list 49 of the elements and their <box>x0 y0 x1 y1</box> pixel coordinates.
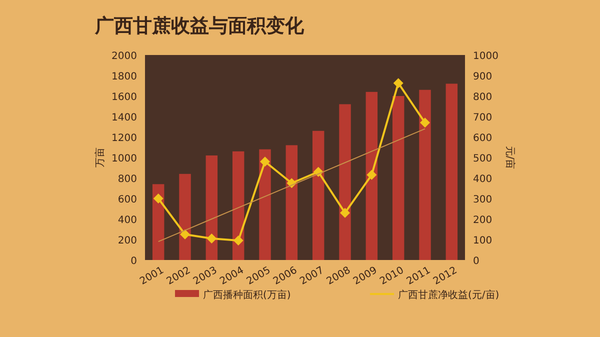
bar <box>179 174 191 260</box>
bar <box>259 149 271 260</box>
point <box>340 208 350 218</box>
point <box>366 170 377 180</box>
y2-tick-label: 700 <box>473 112 492 124</box>
y-tick-label: 2000 <box>112 51 137 62</box>
bar <box>366 92 378 260</box>
y-tick-label: 600 <box>118 194 137 206</box>
bar <box>446 84 458 260</box>
y2-tick-label: 1000 <box>473 51 498 62</box>
point <box>153 194 164 204</box>
bar <box>419 90 431 260</box>
y2-tick-label: 500 <box>473 154 492 164</box>
y2-tick-label: 200 <box>473 215 492 226</box>
point <box>233 236 244 246</box>
y-tick-label: 800 <box>118 174 137 185</box>
y-tick-label: 1800 <box>112 72 137 82</box>
y-tick-label: 0 <box>130 256 137 267</box>
point <box>180 229 190 240</box>
point <box>206 233 217 244</box>
bar <box>152 184 164 260</box>
point <box>260 156 270 167</box>
y-tick-label: 1000 <box>112 154 137 164</box>
chart-title: 广西甘蔗收益与面积变化 <box>94 15 305 37</box>
point <box>393 78 404 88</box>
y2-tick-label: 0 <box>473 256 480 267</box>
y-tick-label: 200 <box>118 236 137 246</box>
bar <box>392 96 404 260</box>
legend-label: 广西甘蔗净收益(元/亩) <box>398 289 500 301</box>
y-tick-label: 1200 <box>112 133 137 144</box>
bar <box>206 155 218 260</box>
y2-tick-label: 600 <box>473 133 492 144</box>
y2-tick-label: 400 <box>473 174 492 185</box>
bar <box>312 130 324 260</box>
y-tick-label: 1400 <box>112 112 137 124</box>
legend-label: 广西播种面积(万亩) <box>203 289 291 301</box>
y2-tick-label: 300 <box>473 194 492 206</box>
y2-tick-label: 900 <box>473 72 492 82</box>
y-axis-title: 万亩 <box>94 148 106 168</box>
y-tick-label: 400 <box>118 215 137 226</box>
bar <box>232 151 244 260</box>
y-tick-label: 1600 <box>112 92 137 103</box>
line-series <box>158 128 426 242</box>
y2-tick-label: 100 <box>473 236 492 246</box>
point <box>420 118 430 128</box>
y2-axis-title: 元/亩 <box>504 146 516 170</box>
bar <box>339 104 351 260</box>
y2-tick-label: 800 <box>473 92 492 103</box>
bar <box>286 145 298 260</box>
